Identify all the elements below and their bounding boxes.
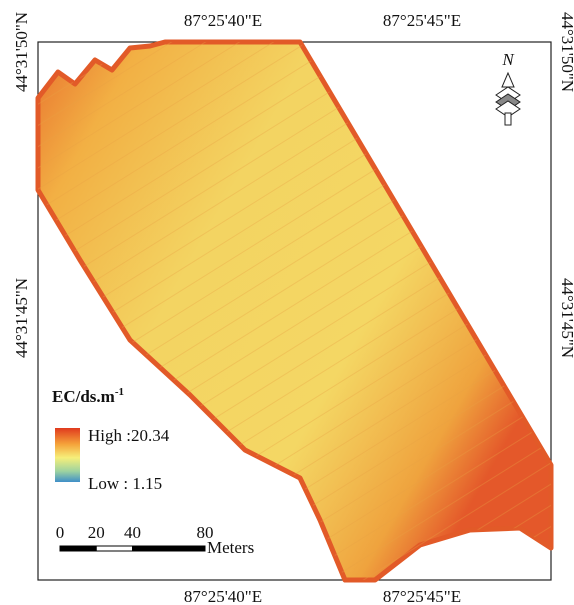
legend-ramp [55,428,80,482]
scale-segment [132,545,206,552]
top-coord: 87°25'40"E [184,11,262,30]
legend-title-sup: -1 [115,386,124,398]
north-arrow: N [495,50,521,126]
legend-title-text: EC/ds.m [52,387,115,406]
legend: EC/ds.m-1 High :20.34 Low : 1.15 [52,386,170,493]
scale-label: 20 [88,523,105,542]
ec-raster [35,39,554,583]
scale-unit: Meters [207,538,254,557]
scale-label: 40 [124,523,141,542]
legend-title: EC/ds.m-1 [52,386,124,406]
bottom-coord: 87°25'40"E [184,587,262,605]
left-coord: 44°31'50"N [12,12,31,92]
top-coord: 87°25'45"E [383,11,461,30]
left-coord: 44°31'45"N [12,278,31,358]
bottom-coord: 87°25'45"E [383,587,461,605]
north-label: N [501,50,515,69]
scale-segment [95,545,133,552]
scale-label: 0 [56,523,65,542]
right-coord: 44°31'45"N [558,278,574,358]
legend-low: Low : 1.15 [88,474,162,493]
scale-label: 80 [197,523,214,542]
legend-high: High :20.34 [88,426,170,445]
right-coord: 44°31'50"N [558,12,574,92]
scale-segment [59,545,97,552]
